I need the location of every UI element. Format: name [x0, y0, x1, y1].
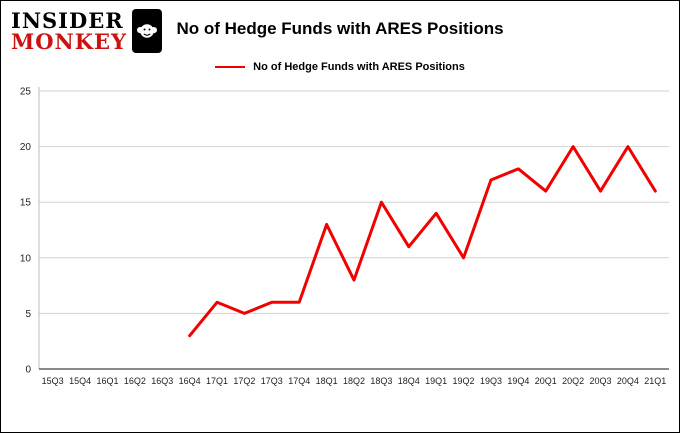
logo-word-insider: INSIDER — [11, 7, 124, 33]
x-tick-label: 18Q1 — [316, 376, 338, 386]
legend-line-swatch — [215, 66, 246, 68]
x-tick-label: 17Q3 — [261, 376, 283, 386]
line-chart: 0 5 10 15 20 25 15Q3 15Q4 16Q1 16Q2 16Q3 16Q4 17Q1 17… — [20, 87, 669, 386]
x-tick-label: 15Q3 — [42, 376, 64, 386]
x-tick-label: 20Q3 — [590, 376, 612, 386]
x-tick-label: 18Q2 — [343, 376, 365, 386]
insider-monkey-logo: INSIDER MONKEY — [11, 9, 162, 53]
x-tick-label: 21Q1 — [644, 376, 666, 386]
x-tick-label: 16Q3 — [151, 376, 173, 386]
x-tick-label: 16Q4 — [179, 376, 201, 386]
x-tick-label: 17Q4 — [288, 376, 310, 386]
x-tick-label: 17Q2 — [233, 376, 255, 386]
x-tick-label: 20Q1 — [535, 376, 557, 386]
x-tick-label: 18Q3 — [370, 376, 392, 386]
monkey-icon — [131, 9, 162, 53]
x-tick-label: 16Q2 — [124, 376, 146, 386]
logo-word-monkey: MONKEY — [11, 29, 127, 54]
legend-label: No of Hedge Funds with ARES Positions — [253, 61, 465, 73]
x-tick-label: 15Q4 — [69, 376, 91, 386]
insider-monkey-logo-text: INSIDER MONKEY — [11, 9, 127, 53]
x-tick-label: 20Q4 — [617, 376, 639, 386]
x-tick-label: 19Q2 — [453, 376, 475, 386]
x-tick-label: 19Q4 — [507, 376, 529, 386]
x-tick-label: 19Q3 — [480, 376, 502, 386]
x-tick-label: 19Q1 — [425, 376, 447, 386]
y-tick-label: 5 — [25, 309, 31, 320]
x-tick-label: 16Q1 — [96, 376, 118, 386]
y-tick-label: 0 — [25, 365, 31, 376]
x-tick-label: 18Q4 — [398, 376, 420, 386]
y-tick-label: 25 — [20, 87, 32, 98]
y-tick-label: 20 — [20, 142, 32, 153]
x-tick-label: 20Q2 — [562, 376, 584, 386]
y-tick-label: 15 — [20, 198, 32, 209]
series-line — [188, 145, 657, 338]
legend: No of Hedge Funds with ARES Positions — [1, 61, 679, 73]
chart-title: No of Hedge Funds with ARES Positions — [176, 19, 504, 38]
y-tick-label: 10 — [20, 253, 32, 264]
x-tick-label: 17Q1 — [206, 376, 228, 386]
